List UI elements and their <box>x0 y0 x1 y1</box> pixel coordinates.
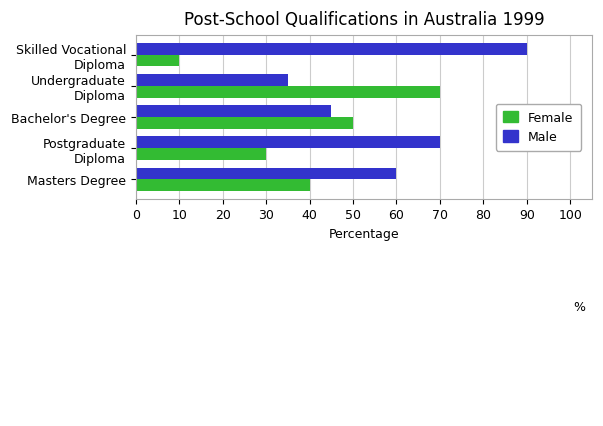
X-axis label: Percentage: Percentage <box>329 227 399 240</box>
Bar <box>136 137 440 149</box>
Bar <box>136 118 353 130</box>
Bar <box>136 55 179 67</box>
Bar <box>136 43 527 55</box>
Bar <box>136 86 440 98</box>
Bar <box>136 106 331 118</box>
Title: Post-School Qualifications in Australia 1999: Post-School Qualifications in Australia … <box>183 11 544 29</box>
Bar <box>136 75 288 86</box>
Legend: Female, Male: Female, Male <box>496 104 581 152</box>
Bar <box>136 168 396 180</box>
Bar <box>136 149 266 161</box>
Bar <box>136 180 309 192</box>
Text: %: % <box>570 300 586 313</box>
